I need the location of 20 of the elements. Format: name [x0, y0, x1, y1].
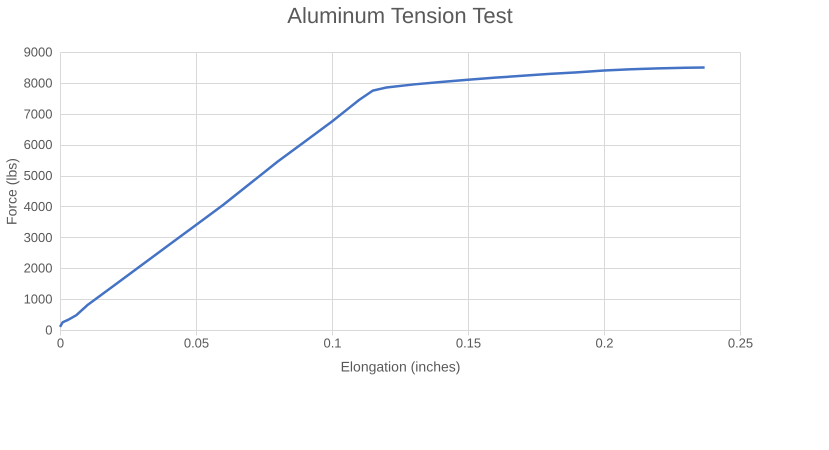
y-axis-title: Force (lbs) [4, 158, 20, 225]
y-tick-label: 6000 [24, 137, 52, 152]
y-tick-label: 2000 [24, 260, 52, 276]
y-tick-label: 4000 [24, 198, 52, 214]
y-tick-label: 5000 [24, 168, 52, 184]
x-tick-label: 0.2 [595, 336, 614, 350]
x-tick-label: 0.25 [728, 336, 754, 350]
x-tick-label: 0 [56, 336, 64, 350]
line-series [58, 66, 706, 328]
y-tick-label: 1000 [24, 292, 52, 307]
x-tick-label: 0.05 [184, 336, 210, 350]
y-tick-label: 8000 [24, 75, 52, 90]
x-tick-label: 0.15 [456, 336, 482, 350]
x-axis-title: Elongation (inches) [340, 358, 460, 374]
x-tick-label: 0.1 [323, 336, 342, 350]
y-tick-label: 9000 [24, 44, 52, 60]
chart-title: Aluminum Tension Test [287, 3, 513, 28]
y-tick-label: 7000 [24, 106, 52, 122]
y-tick-label: 0 [45, 322, 52, 338]
y-tick-label: 3000 [24, 230, 52, 245]
